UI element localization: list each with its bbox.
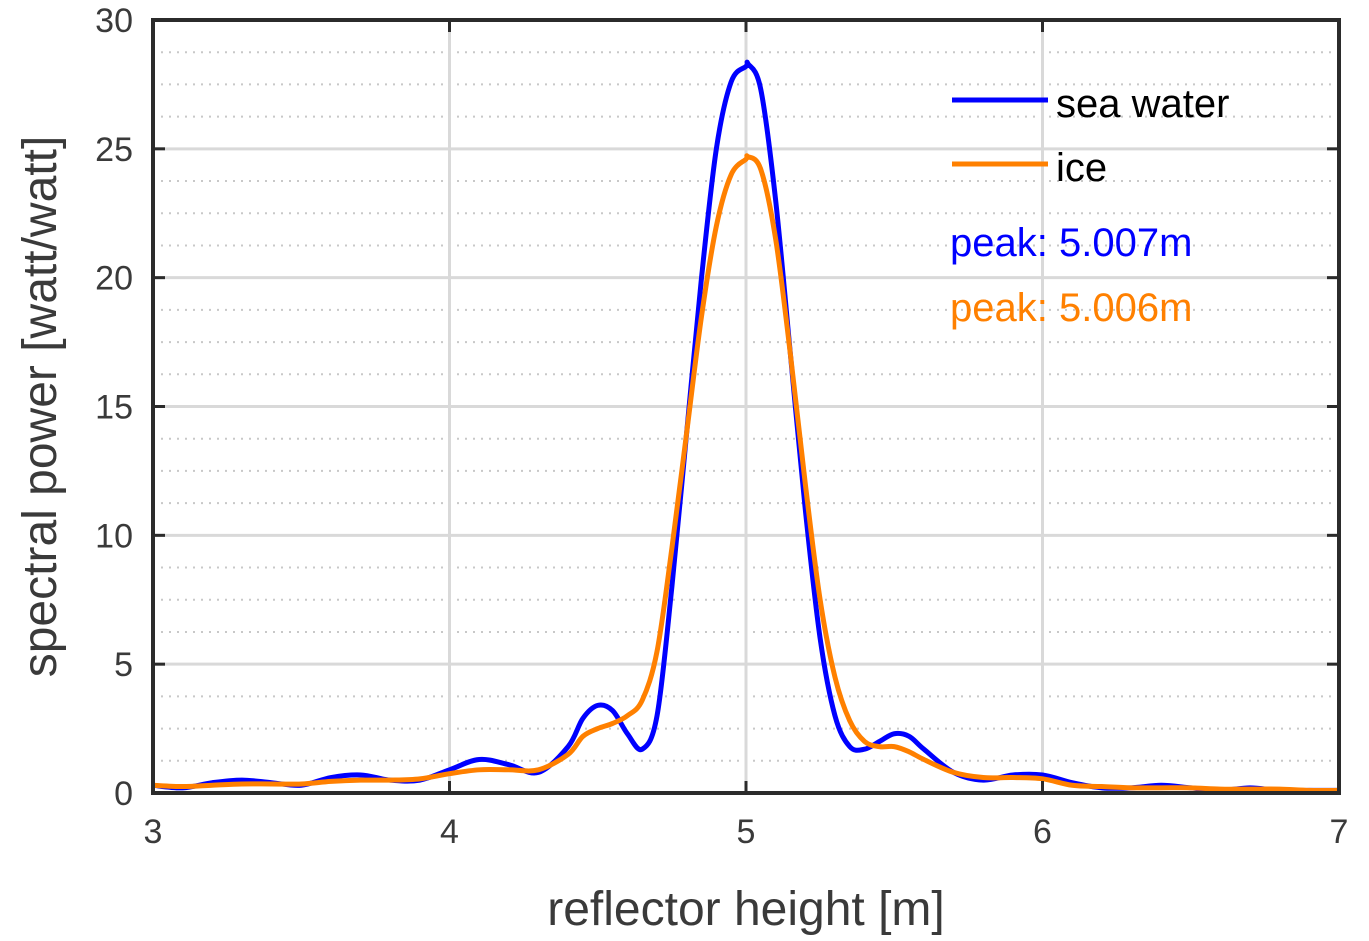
legend-label-sea-water: sea water xyxy=(1056,82,1229,126)
peak-annotation-ice: peak: 5.006m xyxy=(950,286,1192,330)
y-tick-label: 20 xyxy=(95,260,133,298)
y-tick-label: 5 xyxy=(114,646,133,684)
series-line-ice xyxy=(152,153,1340,794)
peak-annotation-sea-water: peak: 5.007m xyxy=(950,221,1192,265)
y-tick-label: 0 xyxy=(114,775,133,813)
x-tick-label: 7 xyxy=(1330,813,1349,851)
y-tick-label: 10 xyxy=(95,517,133,555)
tick-labels: 3 4 5 6 7 0 5 10 15 20 25 30 xyxy=(95,2,1348,851)
x-tick-label: 6 xyxy=(1033,813,1052,851)
grid xyxy=(151,18,1341,795)
legend: sea water ice xyxy=(952,82,1229,190)
y-axis-label: spectral power [watt/watt] xyxy=(14,136,67,678)
legend-label-ice: ice xyxy=(1056,146,1107,190)
x-tick-label: 4 xyxy=(440,813,459,851)
y-tick-label: 30 xyxy=(95,2,133,40)
series-lines xyxy=(152,59,1340,794)
y-tick-label: 15 xyxy=(95,389,133,427)
tick-marks xyxy=(151,18,1341,795)
x-tick-label: 3 xyxy=(144,813,163,851)
x-tick-label: 5 xyxy=(737,813,756,851)
x-axis-label: reflector height [m] xyxy=(547,883,945,936)
y-tick-label: 25 xyxy=(95,131,133,169)
